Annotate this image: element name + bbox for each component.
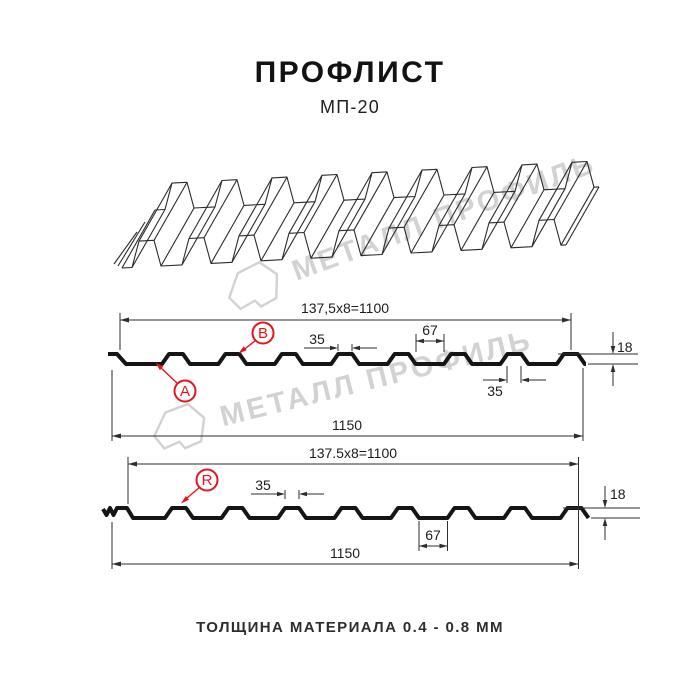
dim-rib-bottom-value: 35 — [487, 383, 503, 399]
dim-rib-top-value: 35 — [255, 477, 271, 493]
thickness-note: ТОЛЩИНА МАТЕРИАЛА 0.4 - 0.8 ММ — [196, 619, 504, 636]
dim-rib-top-value: 35 — [309, 331, 325, 347]
dim-height: 18 — [563, 486, 640, 540]
dim-valley-value: 67 — [425, 527, 441, 543]
callout-r-letter: R — [202, 472, 213, 489]
header: ПРОФЛИСТ МП-20 — [0, 56, 700, 118]
callout-a: A — [155, 362, 197, 403]
dim-height: 18 — [558, 332, 638, 386]
sheet-rib-line — [203, 179, 238, 239]
sheet-rib-line — [138, 182, 173, 242]
sheet-cut-edge — [117, 221, 146, 267]
sheet-rib-line — [210, 205, 245, 264]
dim-rib-top-width: 35 — [251, 477, 324, 499]
sheet-rib-line — [253, 176, 288, 236]
callout-r: R — [181, 468, 219, 504]
metall-profil-logo-icon — [228, 261, 279, 311]
dim-overall-value: 1150 — [330, 545, 360, 561]
callout-b-letter: B — [258, 325, 268, 342]
callout-b: B — [238, 321, 275, 354]
dim-overall-value: 1150 — [332, 417, 362, 433]
watermark-3d: МЕТАЛЛ ПРОФИЛЬ — [216, 140, 603, 320]
sheet-rib-line — [121, 209, 156, 269]
sheet-rib-line — [231, 204, 266, 263]
watermark-profile: МЕТАЛЛ ПРОФИЛЬ — [143, 317, 537, 459]
dim-pitch-value: 137,5x8=1100 — [301, 300, 389, 316]
sheet-rib-line — [238, 177, 273, 237]
metall-profil-logo-icon — [153, 402, 206, 450]
watermark-text: МЕТАЛЛ ПРОФИЛЬ — [287, 147, 600, 287]
sheet-rib-line — [288, 175, 323, 234]
dim-rib-top-width: 35 — [304, 331, 377, 351]
profile-outline — [101, 506, 591, 520]
sheet-rib-line — [160, 207, 195, 267]
watermark-text: МЕТАЛЛ ПРОФИЛЬ — [216, 324, 536, 433]
page-subtitle: МП-20 — [320, 97, 380, 117]
dim-valley-value: 67 — [422, 322, 438, 338]
dim-valley-width: 67 — [418, 521, 448, 551]
sheet-rib-line — [131, 209, 166, 268]
sheet-rib-line — [181, 206, 216, 266]
dim-pitch: 137.5x8=1100 — [127, 445, 579, 569]
dim-height-value: 18 — [617, 339, 633, 355]
dim-pitch-value: 137.5x8=1100 — [309, 445, 397, 461]
sheet-rib-line — [303, 174, 338, 233]
dim-height-value: 18 — [610, 486, 626, 502]
page-title: ПРОФЛИСТ — [254, 56, 446, 89]
sheet-cut-edge — [113, 231, 138, 265]
callout-a-letter: A — [180, 383, 190, 400]
sheet-rib-line — [188, 180, 223, 239]
dim-overall-width: 1150 — [111, 522, 579, 569]
sheet-rib-line — [153, 182, 188, 241]
